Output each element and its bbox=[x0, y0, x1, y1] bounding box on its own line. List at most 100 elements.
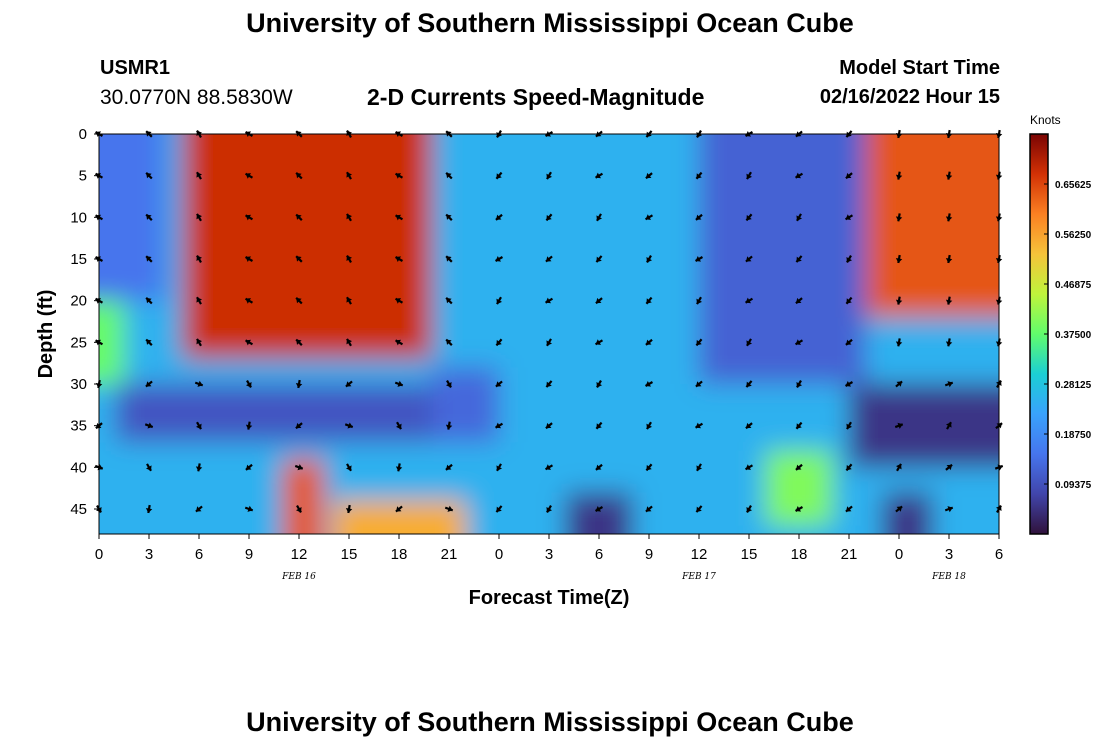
current-arrow bbox=[445, 463, 453, 471]
y-tick-label: 35 bbox=[70, 418, 87, 435]
speed-region bbox=[882, 492, 933, 534]
current-arrow bbox=[196, 254, 203, 264]
current-arrow bbox=[544, 464, 554, 471]
current-arrow bbox=[895, 171, 903, 180]
colorbar-tick-label: 0.56250 bbox=[1055, 230, 1092, 241]
current-arrow bbox=[444, 505, 454, 512]
current-arrow bbox=[596, 379, 603, 389]
current-arrow bbox=[846, 421, 853, 430]
current-arrow bbox=[196, 213, 203, 222]
x-tick-label: 21 bbox=[841, 546, 858, 563]
colorbar-tick-label: 0.46875 bbox=[1055, 280, 1092, 291]
current-arrow bbox=[394, 256, 404, 263]
speed-region bbox=[765, 450, 833, 526]
current-arrow bbox=[145, 172, 153, 180]
current-arrow bbox=[346, 213, 353, 222]
current-arrow bbox=[244, 172, 254, 179]
x-tick-label: 18 bbox=[791, 546, 808, 563]
x-tick-label: 12 bbox=[691, 546, 708, 563]
x-tick-label: 3 bbox=[945, 546, 953, 563]
current-arrow bbox=[746, 338, 753, 347]
speed-region bbox=[99, 134, 166, 301]
current-arrow bbox=[145, 297, 153, 305]
speed-region bbox=[282, 459, 324, 534]
current-arrow bbox=[645, 172, 653, 180]
current-arrow bbox=[645, 505, 653, 513]
x-tick-label: 3 bbox=[545, 546, 553, 563]
x-tick-label: 0 bbox=[95, 546, 103, 563]
current-arrow bbox=[895, 505, 903, 513]
current-arrow bbox=[944, 506, 954, 513]
current-arrow bbox=[346, 338, 353, 347]
current-arrow bbox=[295, 297, 303, 305]
current-arrow bbox=[594, 339, 604, 346]
current-arrow bbox=[695, 171, 703, 180]
current-arrow bbox=[244, 214, 254, 221]
current-arrow bbox=[194, 380, 204, 387]
current-arrow bbox=[594, 172, 604, 179]
current-arrow bbox=[945, 296, 953, 305]
current-arrow bbox=[795, 421, 803, 430]
current-arrow bbox=[595, 463, 603, 471]
x-tick-label: 15 bbox=[341, 546, 358, 563]
current-arrow bbox=[394, 172, 404, 179]
current-arrow bbox=[745, 380, 753, 388]
current-arrow bbox=[295, 422, 303, 430]
current-arrow bbox=[345, 380, 353, 388]
current-arrow bbox=[544, 297, 554, 304]
x-tick-label: 0 bbox=[895, 546, 903, 563]
current-arrow bbox=[845, 338, 853, 346]
current-arrow bbox=[745, 213, 753, 222]
current-arrow bbox=[345, 504, 353, 514]
current-arrow bbox=[445, 297, 453, 305]
current-arrow bbox=[445, 255, 453, 263]
x-tick-label: 6 bbox=[595, 546, 603, 563]
current-arrow bbox=[844, 214, 854, 221]
colorbar-tick-label: 0.09375 bbox=[1055, 480, 1092, 491]
y-tick-label: 20 bbox=[70, 293, 87, 310]
y-tick-label: 15 bbox=[70, 251, 87, 268]
axes: 0 3 6 9 12 15 18 21 0 3 6 9 12 15 18 21 0 3 6 FEB 16 FEB 17 F… bbox=[35, 126, 1003, 609]
current-arrow bbox=[346, 254, 353, 264]
current-arrow bbox=[794, 505, 804, 512]
current-arrow bbox=[545, 255, 553, 263]
current-arrow bbox=[244, 256, 254, 263]
current-arrow bbox=[295, 338, 303, 346]
current-arrow bbox=[195, 463, 203, 472]
current-arrow bbox=[895, 296, 903, 305]
colorbar-units: Knots bbox=[1030, 113, 1061, 127]
current-arrow bbox=[195, 421, 202, 430]
speed-region bbox=[699, 134, 866, 384]
current-arrow bbox=[145, 504, 153, 514]
y-axis-title: Depth (ft) bbox=[35, 290, 57, 379]
speed-heatmap bbox=[99, 134, 999, 534]
date-label: FEB 17 bbox=[681, 572, 716, 582]
x-tick-label: 6 bbox=[995, 546, 1003, 563]
speed-region bbox=[115, 384, 433, 443]
current-arrow bbox=[694, 255, 704, 262]
speed-region bbox=[182, 134, 433, 359]
current-arrow bbox=[746, 504, 753, 514]
current-arrow bbox=[245, 463, 253, 471]
y-tick-label: 40 bbox=[70, 459, 87, 476]
speed-region bbox=[432, 367, 499, 443]
chart-subtitle: 2-D Currents Speed-Magnitude bbox=[367, 84, 705, 110]
y-tick-label: 45 bbox=[70, 501, 87, 518]
current-arrow bbox=[346, 171, 353, 180]
current-arrow bbox=[845, 463, 853, 472]
current-arrow bbox=[695, 505, 703, 513]
current-arrow bbox=[744, 297, 754, 304]
x-tick-label: 3 bbox=[145, 546, 153, 563]
current-arrow bbox=[945, 171, 953, 180]
current-arrow bbox=[346, 296, 353, 305]
current-arrow bbox=[196, 296, 203, 305]
current-arrow bbox=[496, 463, 503, 472]
y-tick-label: 0 bbox=[79, 126, 87, 143]
current-arrow bbox=[744, 464, 754, 471]
current-arrow bbox=[546, 504, 553, 514]
current-arrow bbox=[795, 463, 803, 471]
current-arrow bbox=[145, 255, 153, 263]
current-arrow bbox=[244, 297, 254, 304]
current-arrow bbox=[545, 380, 553, 388]
